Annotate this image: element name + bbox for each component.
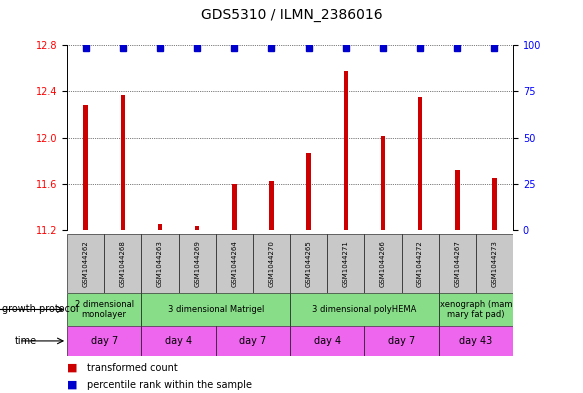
Text: GSM1044263: GSM1044263: [157, 240, 163, 287]
Text: day 7: day 7: [239, 336, 266, 346]
Bar: [364, 234, 402, 293]
Bar: [327, 234, 364, 293]
Bar: [141, 326, 216, 356]
Bar: [141, 234, 178, 293]
Bar: [343, 71, 348, 230]
Bar: [438, 326, 513, 356]
Text: time: time: [15, 336, 37, 346]
Text: day 43: day 43: [459, 336, 493, 346]
Text: ■: ■: [67, 380, 78, 389]
Bar: [141, 293, 290, 326]
Bar: [290, 234, 327, 293]
Text: day 4: day 4: [314, 336, 341, 346]
Bar: [67, 234, 104, 293]
Text: GSM1044265: GSM1044265: [305, 240, 312, 286]
Bar: [121, 95, 125, 230]
Text: xenograph (mam
mary fat pad): xenograph (mam mary fat pad): [440, 300, 512, 319]
Text: percentile rank within the sample: percentile rank within the sample: [87, 380, 252, 389]
Bar: [418, 97, 422, 230]
Text: GSM1044264: GSM1044264: [231, 240, 237, 286]
Bar: [402, 234, 438, 293]
Bar: [455, 170, 459, 230]
Bar: [307, 152, 311, 230]
Text: day 4: day 4: [165, 336, 192, 346]
Bar: [290, 293, 438, 326]
Bar: [381, 136, 385, 230]
Bar: [216, 234, 253, 293]
Bar: [269, 182, 273, 230]
Text: GSM1044266: GSM1044266: [380, 240, 386, 287]
Bar: [67, 293, 141, 326]
Text: GSM1044271: GSM1044271: [343, 240, 349, 287]
Text: 3 dimensional Matrigel: 3 dimensional Matrigel: [167, 305, 264, 314]
Bar: [476, 234, 513, 293]
Bar: [158, 224, 162, 230]
Bar: [232, 184, 237, 230]
Bar: [83, 105, 88, 230]
Text: GSM1044273: GSM1044273: [491, 240, 497, 287]
Text: GSM1044262: GSM1044262: [83, 240, 89, 286]
Text: 2 dimensional
monolayer: 2 dimensional monolayer: [75, 300, 134, 319]
Bar: [216, 326, 290, 356]
Text: GSM1044269: GSM1044269: [194, 240, 200, 287]
Text: day 7: day 7: [388, 336, 415, 346]
Bar: [178, 234, 216, 293]
Bar: [104, 234, 141, 293]
Text: transformed count: transformed count: [87, 363, 178, 373]
Bar: [195, 226, 199, 230]
Text: ■: ■: [67, 363, 78, 373]
Bar: [67, 326, 141, 356]
Bar: [253, 234, 290, 293]
Text: day 7: day 7: [90, 336, 118, 346]
Text: GSM1044272: GSM1044272: [417, 240, 423, 286]
Bar: [438, 293, 513, 326]
Text: GSM1044267: GSM1044267: [454, 240, 461, 287]
Text: GSM1044268: GSM1044268: [120, 240, 126, 287]
Text: 3 dimensional polyHEMA: 3 dimensional polyHEMA: [312, 305, 417, 314]
Bar: [364, 326, 438, 356]
Text: GSM1044270: GSM1044270: [268, 240, 275, 287]
Bar: [492, 178, 497, 230]
Text: GDS5310 / ILMN_2386016: GDS5310 / ILMN_2386016: [201, 8, 382, 22]
Text: growth protocol: growth protocol: [2, 305, 78, 314]
Bar: [290, 326, 364, 356]
Bar: [438, 234, 476, 293]
